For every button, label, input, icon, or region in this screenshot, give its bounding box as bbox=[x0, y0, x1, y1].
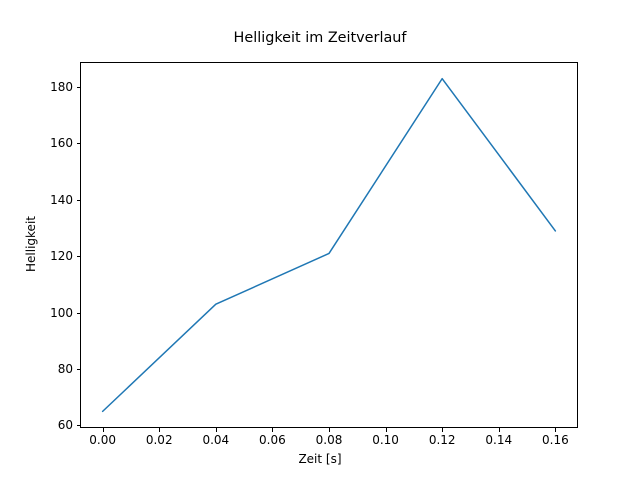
y-tick-label: 100 bbox=[50, 305, 73, 320]
x-tick-label: 0.02 bbox=[145, 433, 173, 447]
x-tick-label: 0.06 bbox=[259, 433, 286, 447]
y-axis-label: Helligkeit bbox=[24, 216, 38, 272]
x-axis-label: Zeit [s] bbox=[298, 452, 342, 466]
y-tick-mark bbox=[76, 256, 80, 258]
data-line-layer bbox=[101, 77, 557, 413]
x-tick-label: 0.00 bbox=[89, 433, 116, 447]
plot-axes-frame bbox=[80, 62, 578, 428]
x-tick-label: 0.08 bbox=[315, 433, 343, 447]
x-tick-label: 0.12 bbox=[428, 433, 456, 447]
y-tick-label: 160 bbox=[50, 136, 73, 151]
y-tick-mark bbox=[76, 312, 80, 314]
x-tick-mark bbox=[555, 428, 557, 432]
x-tick-mark bbox=[102, 428, 104, 432]
y-tick-label: 60 bbox=[57, 418, 73, 433]
x-tick-mark bbox=[385, 428, 387, 432]
x-tick-label: 0.10 bbox=[372, 433, 399, 447]
x-tick-mark bbox=[498, 428, 500, 432]
x-tick-label: 0.04 bbox=[202, 433, 230, 447]
y-tick-mark bbox=[76, 87, 80, 89]
chart-title: Helligkeit im Zeitverlauf bbox=[233, 30, 407, 46]
y-tick-mark bbox=[76, 143, 80, 145]
y-tick-mark bbox=[76, 425, 80, 427]
y-tick-label: 80 bbox=[57, 362, 73, 377]
data-series-line bbox=[101, 77, 557, 413]
x-tick-label: 0.14 bbox=[485, 433, 513, 447]
y-tick-label: 180 bbox=[50, 80, 73, 95]
x-tick-mark bbox=[215, 428, 217, 432]
y-tick-mark bbox=[76, 199, 80, 201]
y-tick-mark bbox=[76, 369, 80, 371]
x-tick-mark bbox=[442, 428, 444, 432]
x-tick-mark bbox=[329, 428, 330, 432]
x-tick-mark bbox=[272, 428, 274, 432]
x-tick-label: 0.16 bbox=[542, 433, 569, 447]
y-tick-label: 120 bbox=[50, 249, 73, 264]
y-tick-label: 140 bbox=[50, 192, 73, 207]
x-tick-mark bbox=[159, 428, 161, 432]
